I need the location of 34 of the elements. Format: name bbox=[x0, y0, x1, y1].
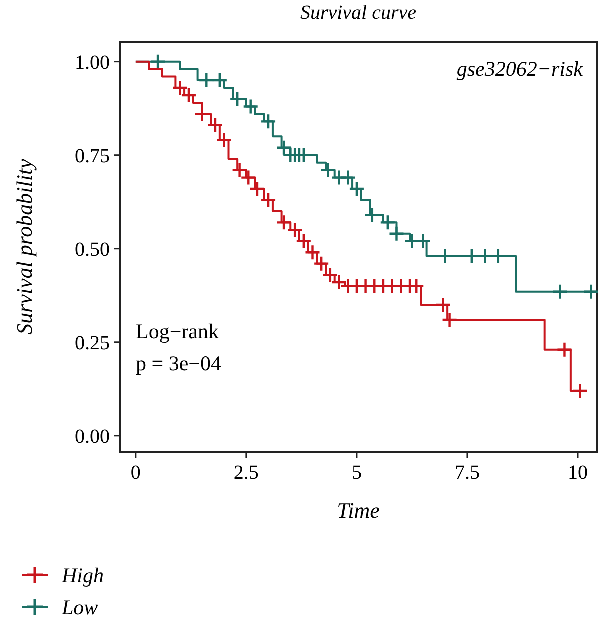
point bbox=[229, 91, 246, 108]
chart-title: Survival curve bbox=[300, 2, 417, 24]
y-axis-title: Survival probability bbox=[12, 158, 37, 335]
x-tick-label: 5 bbox=[352, 462, 362, 484]
y-tick-label: 1.00 bbox=[75, 52, 110, 74]
x-tick-label: 10 bbox=[568, 462, 588, 484]
point bbox=[340, 170, 356, 186]
point bbox=[380, 214, 396, 231]
point bbox=[348, 180, 366, 198]
x-tick-label: 7.5 bbox=[454, 462, 480, 484]
annotation: Log−rank bbox=[136, 319, 220, 344]
point bbox=[207, 117, 224, 134]
annotation: p = 3e−04 bbox=[136, 351, 222, 376]
x-tick-label: 2.5 bbox=[234, 462, 259, 484]
annotation: gse32062−risk bbox=[456, 57, 584, 81]
x-axis-title: Time bbox=[337, 498, 380, 523]
point bbox=[260, 192, 277, 208]
legend-label: Low bbox=[61, 595, 98, 620]
point bbox=[242, 98, 259, 115]
y-tick-label: 0.75 bbox=[75, 145, 110, 168]
point bbox=[296, 147, 312, 164]
point bbox=[364, 207, 381, 224]
point bbox=[194, 106, 210, 122]
point bbox=[150, 54, 166, 70]
legend-label: High bbox=[61, 563, 104, 588]
x-tick-label: 0 bbox=[130, 462, 141, 484]
y-tick-label: 0.25 bbox=[75, 332, 110, 354]
point bbox=[313, 256, 330, 272]
y-tick-label: 0.50 bbox=[75, 238, 110, 261]
point bbox=[216, 132, 232, 148]
point bbox=[260, 114, 277, 130]
point bbox=[296, 233, 312, 250]
y-tick-label: 0.00 bbox=[75, 426, 110, 448]
point bbox=[304, 244, 321, 261]
